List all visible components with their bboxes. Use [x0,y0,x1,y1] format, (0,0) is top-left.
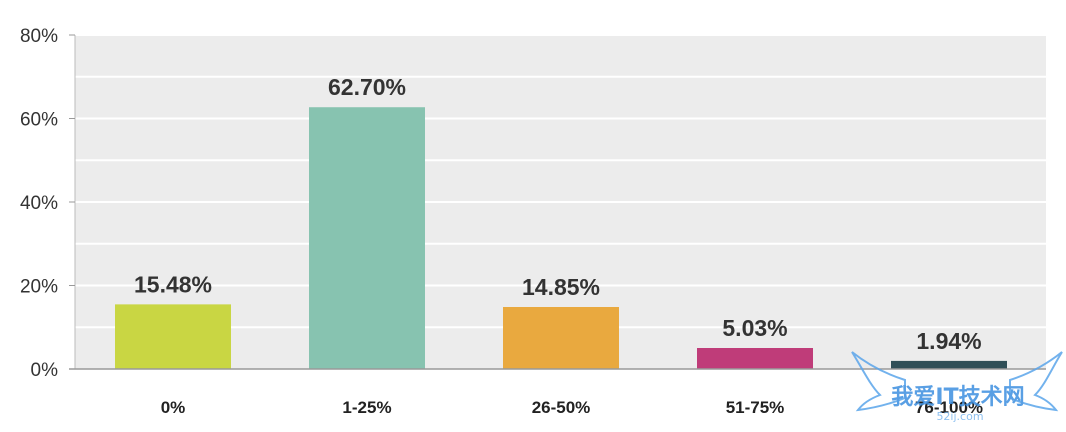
gridlines [75,34,1046,329]
bar [503,307,619,369]
y-axis: 0% 20% 40% 60% 80% [20,26,76,381]
x-tick-label: 26-50% [532,398,591,417]
bar [115,304,231,369]
data-label: 5.03% [722,315,787,341]
data-label: 15.48% [134,271,212,297]
wing-left-icon [851,351,906,412]
x-tick-label: 1-25% [342,398,391,417]
bar [891,360,1007,369]
data-labels: 15.48% 62.70% 14.85% 5.03% 1.94% [134,74,982,354]
data-label: 62.70% [328,74,406,100]
y-tick-label: 0% [31,360,59,381]
x-tick-label: 51-75% [726,398,785,417]
x-tick-label: 76-100% [915,398,983,417]
y-tick-label: 40% [20,193,58,214]
watermark-text: 我爱IT技术网 [891,385,1024,410]
watermark-subtext: 52ij.com [936,410,983,423]
x-axis: 0% 1-25% 26-50% 51-75% 76-100% [69,368,1046,417]
bar [309,107,425,369]
data-label: 14.85% [522,274,600,300]
y-tick-label: 80% [20,26,58,47]
bar [697,347,813,369]
watermark-logo: 我爱IT技术网 52ij.com [851,351,1063,423]
bars [115,107,1007,369]
data-label: 1.94% [916,328,981,354]
wing-right-icon [1009,351,1063,412]
y-tick-label: 20% [20,277,58,298]
y-tick-label: 60% [20,110,58,131]
x-tick-label: 0% [161,398,186,417]
